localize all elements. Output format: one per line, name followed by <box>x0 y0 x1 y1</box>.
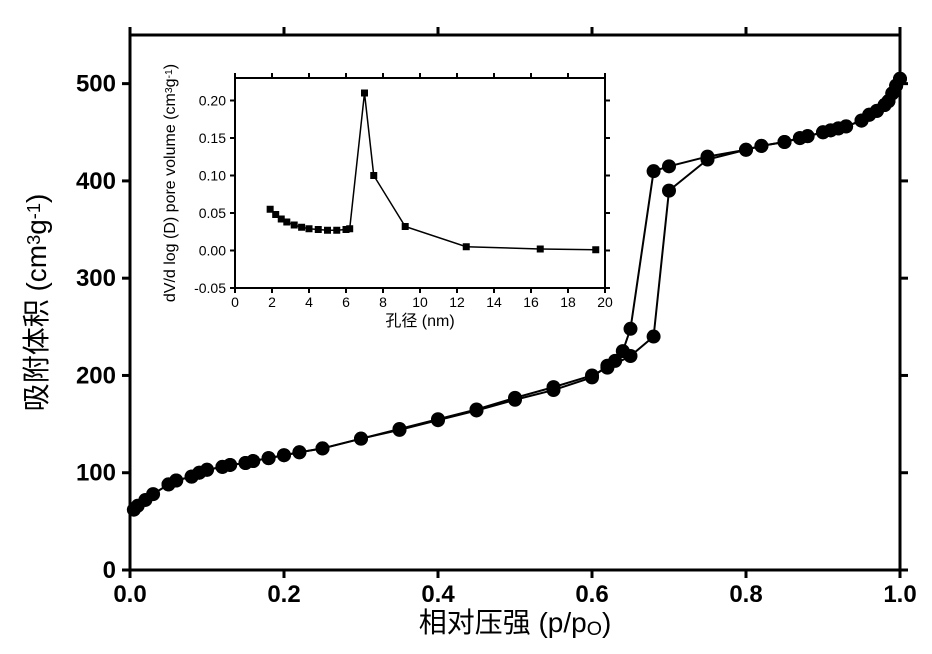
svg-text:0.2: 0.2 <box>267 581 300 608</box>
svg-text:-0.05: -0.05 <box>194 280 226 296</box>
svg-text:孔径 (nm): 孔径 (nm) <box>385 312 454 330</box>
svg-text:0.4: 0.4 <box>421 581 455 608</box>
svg-text:0: 0 <box>103 557 116 584</box>
svg-text:0.6: 0.6 <box>575 581 608 608</box>
svg-text:10: 10 <box>412 294 428 310</box>
svg-text:20: 20 <box>597 294 613 310</box>
svg-text:0.00: 0.00 <box>199 243 226 259</box>
svg-text:0.15: 0.15 <box>199 130 226 146</box>
svg-text:18: 18 <box>560 294 576 310</box>
svg-text:吸附体积 (cm3g-1): 吸附体积 (cm3g-1) <box>21 194 52 412</box>
svg-text:0.20: 0.20 <box>199 93 226 109</box>
chart-container: 0.00.20.40.60.81.00100200300400500相对压强 (… <box>10 10 922 644</box>
svg-text:300: 300 <box>76 265 116 292</box>
svg-text:14: 14 <box>486 294 502 310</box>
svg-text:8: 8 <box>379 294 387 310</box>
svg-text:0: 0 <box>231 294 239 310</box>
svg-text:500: 500 <box>76 71 116 98</box>
svg-text:100: 100 <box>76 460 116 487</box>
svg-text:0.10: 0.10 <box>199 168 226 184</box>
svg-text:16: 16 <box>523 294 539 310</box>
svg-text:4: 4 <box>305 294 313 310</box>
svg-text:0.8: 0.8 <box>729 581 762 608</box>
svg-text:相对压强 (p/pO): 相对压强 (p/pO) <box>419 607 612 640</box>
svg-text:1.0: 1.0 <box>883 581 916 608</box>
svg-text:12: 12 <box>449 294 465 310</box>
svg-text:2: 2 <box>268 294 276 310</box>
svg-text:400: 400 <box>76 168 116 195</box>
chart-svg: 0.00.20.40.60.81.00100200300400500相对压强 (… <box>10 10 922 644</box>
svg-text:0.0: 0.0 <box>113 581 146 608</box>
svg-text:dV/d log (D) pore volume (cm3g: dV/d log (D) pore volume (cm3g-1) <box>162 64 179 302</box>
svg-text:6: 6 <box>342 294 350 310</box>
svg-text:200: 200 <box>76 362 116 389</box>
svg-text:0.05: 0.05 <box>199 205 226 221</box>
